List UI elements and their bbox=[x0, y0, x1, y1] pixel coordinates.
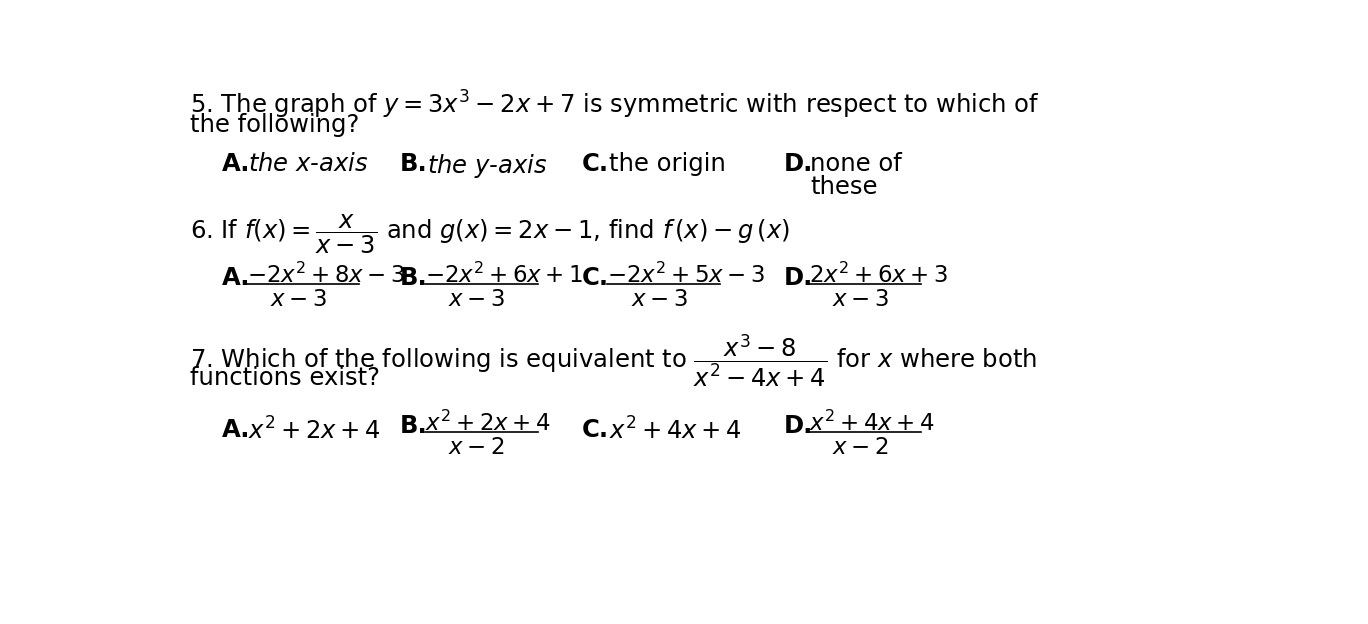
Text: $x^2+2x+4$: $x^2+2x+4$ bbox=[425, 411, 551, 436]
Text: functions exist?: functions exist? bbox=[190, 366, 380, 390]
Text: D.: D. bbox=[784, 414, 813, 437]
Text: $-2x^2+6x+1$: $-2x^2+6x+1$ bbox=[425, 263, 583, 288]
Text: C.: C. bbox=[581, 152, 609, 176]
Text: 5. The graph of $y = 3x^3 - 2x + 7$ is symmetric with respect to which of: 5. The graph of $y = 3x^3 - 2x + 7$ is s… bbox=[190, 89, 1040, 121]
Text: $-2x^2+5x-3$: $-2x^2+5x-3$ bbox=[607, 263, 765, 288]
Text: $x-3$: $x-3$ bbox=[271, 288, 327, 311]
Text: $x-2$: $x-2$ bbox=[832, 436, 889, 459]
Text: $x-3$: $x-3$ bbox=[449, 288, 505, 311]
Text: $x^2+4x+4$: $x^2+4x+4$ bbox=[808, 411, 934, 436]
Text: $x-2$: $x-2$ bbox=[449, 436, 505, 459]
Text: B.: B. bbox=[399, 152, 427, 176]
Text: $x-3$: $x-3$ bbox=[832, 288, 889, 311]
Text: the origin: the origin bbox=[609, 152, 725, 176]
Text: A.: A. bbox=[222, 266, 250, 290]
Text: C.: C. bbox=[581, 417, 609, 442]
Text: B.: B. bbox=[399, 266, 427, 290]
Text: A.: A. bbox=[222, 152, 250, 176]
Text: $x^2+4x+4$: $x^2+4x+4$ bbox=[609, 417, 741, 445]
Text: the following?: the following? bbox=[190, 114, 360, 137]
Text: C.: C. bbox=[581, 266, 609, 290]
Text: $-2x^2+8x-3$: $-2x^2+8x-3$ bbox=[248, 263, 405, 288]
Text: $x-3$: $x-3$ bbox=[631, 288, 687, 311]
Text: B.: B. bbox=[399, 414, 427, 437]
Text: 6. If $f(x)=\dfrac{x}{x-3}$ and $g(x)=2x-1$, find $f\,(x)-g\,(x)$: 6. If $f(x)=\dfrac{x}{x-3}$ and $g(x)=2x… bbox=[190, 212, 791, 256]
Text: these: these bbox=[810, 175, 878, 199]
Text: the $x$-axis: the $x$-axis bbox=[249, 152, 369, 176]
Text: A.: A. bbox=[222, 417, 250, 442]
Text: none of: none of bbox=[810, 152, 902, 176]
Text: D.: D. bbox=[784, 266, 813, 290]
Text: the $y$-axis: the $y$-axis bbox=[427, 152, 547, 180]
Text: $x^2+2x+4$: $x^2+2x+4$ bbox=[249, 417, 382, 445]
Text: 7. Which of the following is equivalent to $\dfrac{x^3-8}{x^2-4x+4}$ for $x$ whe: 7. Which of the following is equivalent … bbox=[190, 333, 1037, 390]
Text: $2x^2+6x+3$: $2x^2+6x+3$ bbox=[808, 263, 948, 288]
Text: D.: D. bbox=[784, 152, 813, 176]
